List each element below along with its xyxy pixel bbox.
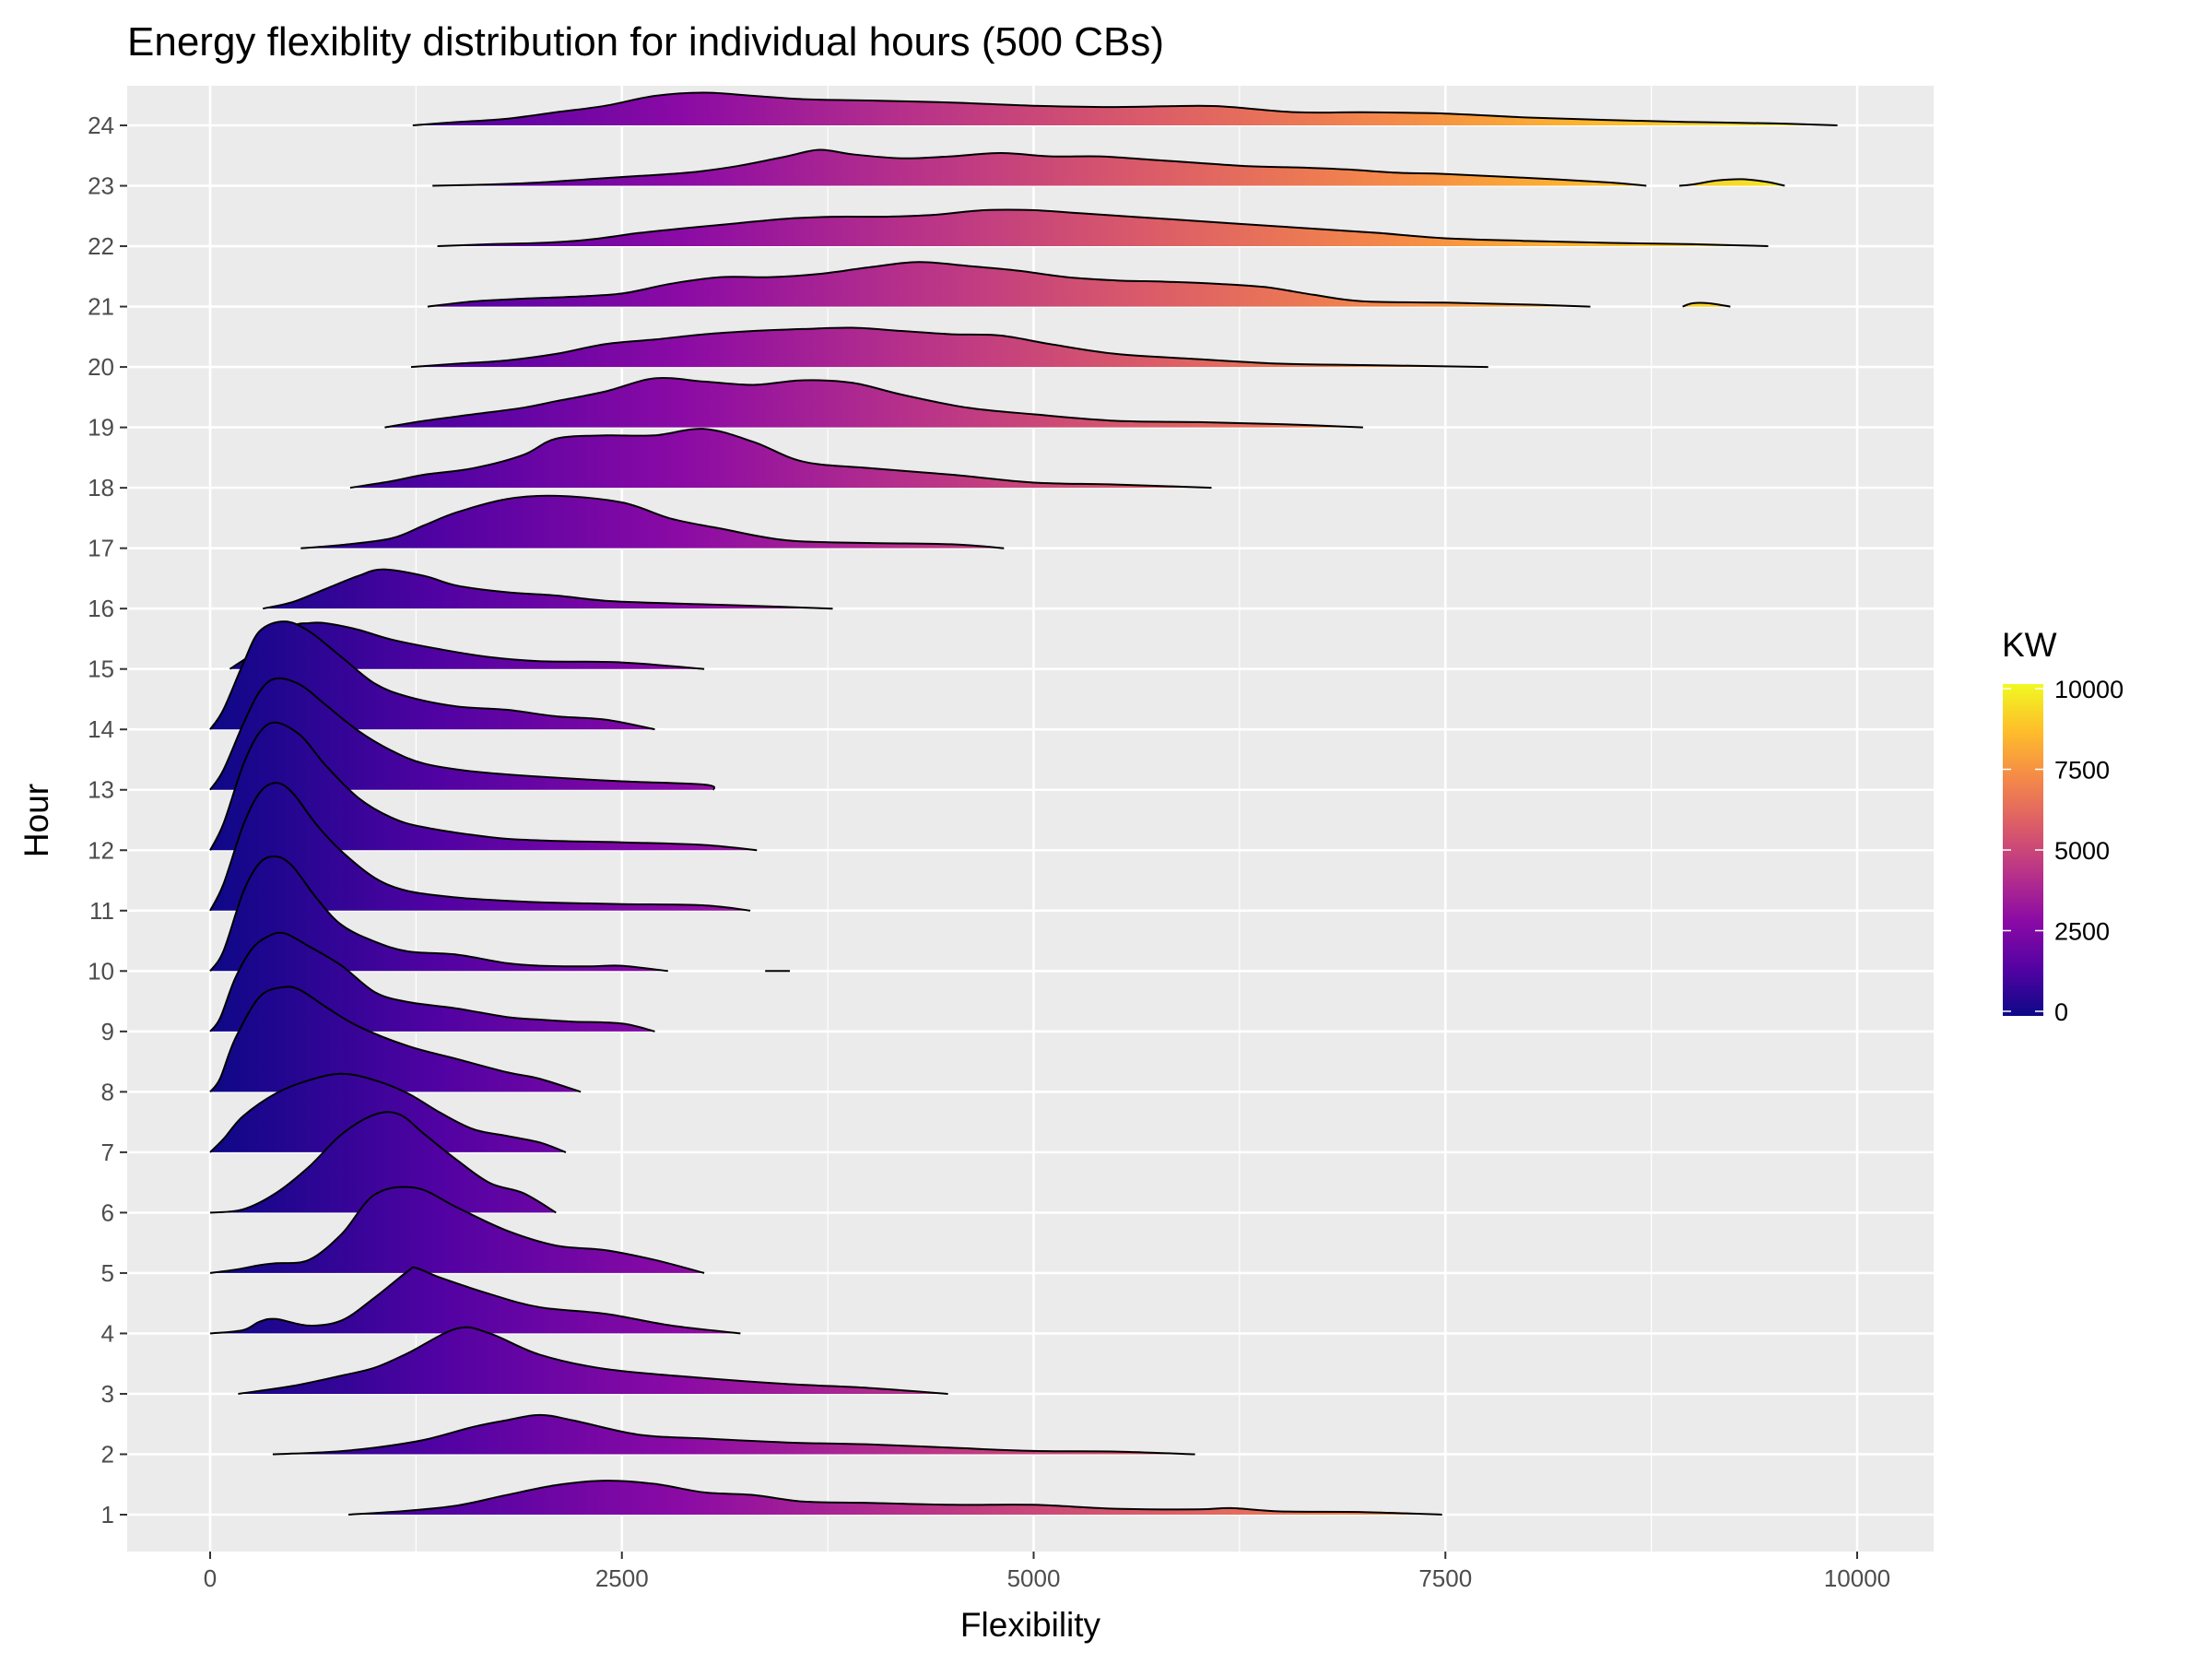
y-tick-label: 15 — [88, 655, 114, 683]
y-tick-label: 23 — [88, 172, 114, 200]
y-tick-label: 11 — [89, 897, 114, 925]
x-axis: 0 2500 5000 7500 10000 — [204, 1552, 1890, 1592]
legend-title: KW — [2002, 626, 2057, 664]
y-tick-label: 19 — [88, 414, 114, 442]
legend-tick-label: 5000 — [2054, 837, 2110, 865]
y-tick-label: 9 — [101, 1018, 114, 1045]
y-tick-label: 22 — [88, 232, 114, 260]
legend-tick-label: 0 — [2054, 998, 2068, 1026]
x-tick-label: 10000 — [1824, 1564, 1890, 1592]
y-tick-label: 6 — [101, 1198, 114, 1226]
chart-title: Energy flexiblity distribution for indiv… — [127, 19, 1164, 65]
y-tick-label: 16 — [88, 595, 114, 622]
legend-tick-label: 7500 — [2054, 757, 2110, 785]
x-tick-label: 7500 — [1418, 1564, 1472, 1592]
legend: KW 0 2500 5000 7500 10000 — [2002, 626, 2124, 1026]
x-axis-title: Flexibility — [960, 1606, 1101, 1644]
y-tick-label: 10 — [88, 957, 114, 985]
x-tick-label: 2500 — [595, 1564, 649, 1592]
y-tick-label: 5 — [101, 1259, 114, 1287]
legend-tick-label: 10000 — [2054, 676, 2124, 703]
y-tick-label: 4 — [101, 1319, 114, 1347]
y-tick-label: 8 — [101, 1078, 114, 1105]
y-tick-label: 3 — [101, 1380, 114, 1408]
y-tick-label: 2 — [101, 1440, 114, 1468]
y-tick-label: 12 — [88, 836, 114, 864]
x-tick-label: 0 — [204, 1564, 217, 1592]
x-tick-label: 5000 — [1007, 1564, 1061, 1592]
y-tick-label: 18 — [88, 474, 114, 502]
legend-tick-label: 2500 — [2054, 918, 2110, 946]
y-tick-label: 17 — [88, 535, 114, 562]
y-tick-label: 7 — [101, 1139, 114, 1166]
y-tick-label: 20 — [88, 353, 114, 381]
y-tick-label: 13 — [88, 776, 114, 804]
y-tick-label: 1 — [101, 1501, 114, 1528]
y-tick-label: 21 — [88, 293, 114, 321]
y-tick-label: 24 — [88, 112, 114, 139]
y-axis-title: Hour — [18, 784, 55, 857]
y-tick-label: 14 — [88, 715, 114, 743]
